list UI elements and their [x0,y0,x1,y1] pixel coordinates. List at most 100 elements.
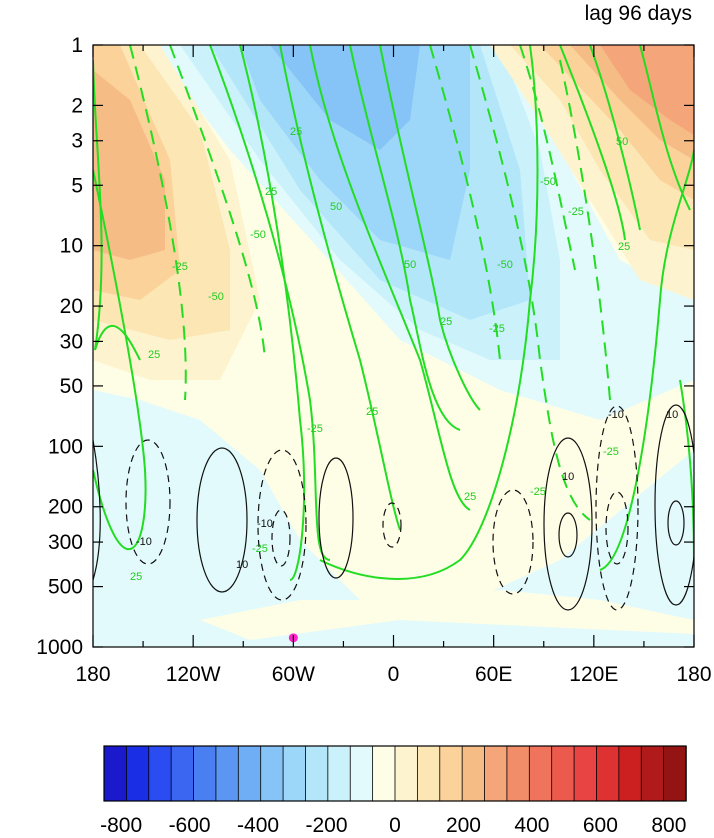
colorbar-tick-label: -800 [100,814,142,837]
colorbar-swatch [416,745,441,802]
green-label-50-c: -50 [208,291,224,303]
green-label-50-g: 50 [616,136,628,148]
black-contour-dashed-2 [257,449,307,601]
green-label-25-k: 25 [464,491,476,503]
colorbar-swatch [640,745,665,802]
green-contour-solid-14 [639,45,691,211]
colorbar-tick-label: -600 [169,814,211,837]
x-tick-label: 60W [272,663,315,686]
y-tick-label: 20 [60,295,83,318]
green-label-50-e: -50 [497,259,513,271]
green-contour-solid-13 [599,149,694,571]
colorbar-swatch [125,745,150,802]
colorbar-tick-label: 200 [446,814,481,837]
plot-area: 25 25 50 -50 -25 -50 25 25 -25 50 25 -25… [93,45,694,647]
green-contour-solid-1 [93,169,147,550]
x-tick-label: 120W [166,663,221,686]
black-contour-dashed-3 [382,502,402,548]
green-label-25-e: 25 [366,406,378,418]
y-tick-label: 10 [60,235,83,258]
y-tick-label: 300 [48,531,83,554]
y-tick-label: 200 [48,496,83,519]
black-contour-labels: -10 10 -10 10 -10 10 [136,409,678,571]
colorbar-swatch [282,745,307,802]
x-tick-label: 120E [569,663,618,686]
green-label-25-i: -25 [568,206,584,218]
green-label-25-g: 25 [440,316,452,328]
y-tick-label: 1000 [36,636,83,659]
y-tick-label: 3 [71,130,83,153]
black-contour-solid-2 [318,457,354,579]
green-contour-dashed-5 [519,45,576,271]
chart-title: lag 96 days [585,2,692,25]
green-contour-solid-10 [319,45,539,580]
black-contour-dashed-4 [492,489,534,595]
colorbar-swatch [573,745,598,802]
colorbar-swatch [260,745,284,802]
green-label-25-l: -25 [530,486,546,498]
colorbar-swatch [327,745,351,802]
green-label-25-o: -25 [603,446,619,458]
y-tick-label: 500 [48,576,83,599]
green-contours [93,45,694,581]
colorbar-swatch [193,745,217,802]
green-label-50-a: 50 [330,201,342,213]
y-tick-label: 100 [48,435,83,458]
colorbar-swatch [528,745,553,802]
colorbar-swatch [596,745,620,802]
y-tick-label: 2 [71,94,83,117]
green-label-50-d: 50 [404,259,416,271]
colorbar-swatch [103,745,128,802]
green-label-25-f: -25 [307,423,323,435]
green-contour-solid-5 [239,45,306,581]
black-contour-dashed-1 [125,439,171,565]
y-tick-label: 1 [71,34,83,57]
green-contour-solid-2 [93,59,103,351]
shading-blue-4 [270,45,420,150]
black-contour-solid-4b [667,500,685,546]
x-tick-label: 180 [676,663,711,686]
green-contour-solid-11 [559,45,626,241]
green-contour-solid-4 [209,45,331,561]
green-contour-solid-12 [589,45,641,231]
green-contour-dashed-1 [129,45,187,401]
colorbar-swatch [461,745,486,802]
green-label-50-b: -50 [250,229,266,241]
colorbar-swatch [372,745,396,802]
black-contour-dashed-5b [605,491,629,565]
colorbar-frame [103,745,687,802]
green-contour-solid-9 [379,45,481,411]
green-label-25-a: 25 [290,126,302,138]
green-label-25-d: 25 [148,349,160,361]
y-axis: 1 2 3 5 10 20 30 50 100 200 300 500 1000 [36,34,694,659]
x-tick-label: 0 [388,663,400,686]
green-label-25-b: 25 [265,186,277,198]
x-tick-label: 60E [475,663,512,686]
x-tick-label: 180 [75,663,110,686]
black-label-neg10-c: -10 [608,409,624,421]
black-contour-dashed-5 [595,405,639,611]
colorbar-swatch [237,745,262,802]
black-contour-solid-4 [654,404,694,606]
colorbar-swatch [305,745,329,802]
green-label-25-c: -25 [172,261,188,273]
green-contour-dashed-4 [469,45,591,521]
colorbar-swatch [618,745,642,802]
black-contours [93,404,694,611]
colorbar-swatch [506,745,531,802]
y-tick-label: 5 [71,174,83,197]
black-label-neg10-b: -10 [257,518,273,530]
colorbar-tick-label: 0 [389,814,401,837]
y-tick-label: 50 [60,375,83,398]
black-contour-solid-edge-left [93,439,101,581]
green-label-25-h: -25 [489,323,505,335]
shading-light-blue-lower [93,390,694,647]
colorbar-swatch [215,745,240,802]
green-label-50-f: -50 [540,176,556,188]
black-label-10-b: 10 [562,471,574,483]
green-label-25-m: 25 [130,571,142,583]
black-label-neg10-a: -10 [136,536,152,548]
colorbar: -800 -600 -400 -200 0 200 400 600 800 [100,745,687,837]
green-contour-solid-6 [279,45,401,531]
